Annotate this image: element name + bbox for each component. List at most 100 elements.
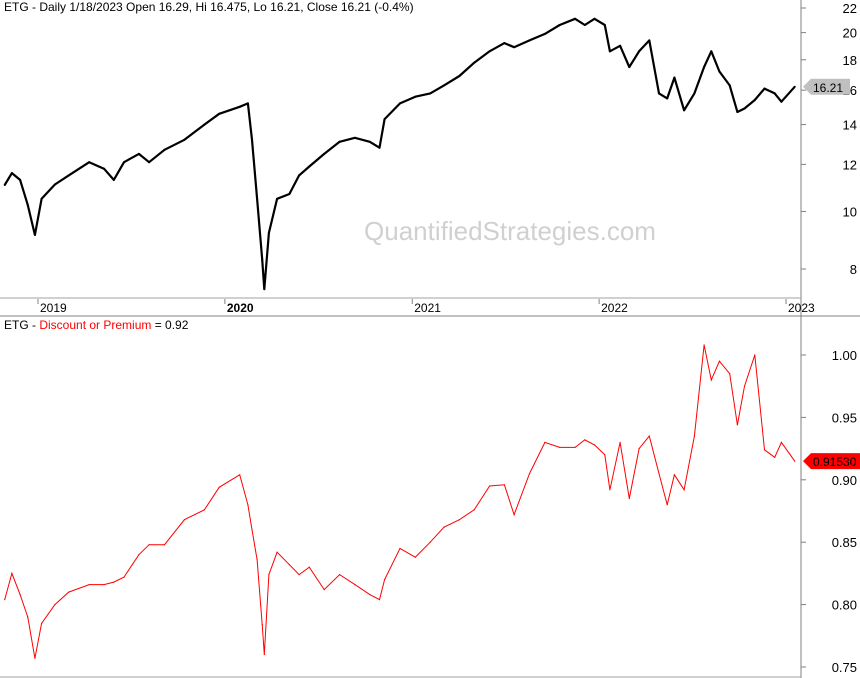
discount-point xyxy=(638,448,640,450)
discount-pane-header: ETG - Discount or Premium = 0.92 xyxy=(4,318,188,332)
discount-point xyxy=(399,547,401,550)
discount-point xyxy=(251,529,253,531)
discount-point xyxy=(718,360,721,362)
discount-point xyxy=(503,484,506,486)
discount-point xyxy=(473,509,475,511)
discount-point xyxy=(338,574,341,576)
x-tick-label: 2020 xyxy=(227,301,254,315)
price-point xyxy=(683,109,686,112)
price-point xyxy=(103,167,106,170)
watermark: QuantifiedStrategies.com xyxy=(364,216,656,246)
price-point xyxy=(288,192,291,195)
discount-point xyxy=(754,354,756,356)
price-point xyxy=(112,178,115,181)
ticker-prefix: ETG - xyxy=(4,318,40,332)
discount-point xyxy=(513,514,515,516)
y-tick-label: 0.75 xyxy=(832,660,857,675)
discount-point xyxy=(443,526,445,528)
price-point xyxy=(251,138,254,141)
discount-point xyxy=(609,489,611,491)
y-tick-label: 8 xyxy=(850,262,857,277)
price-point xyxy=(123,161,126,164)
discount-point xyxy=(710,379,712,381)
discount-point xyxy=(54,604,56,606)
discount-point xyxy=(378,599,381,601)
discount-point xyxy=(369,594,371,596)
price-point xyxy=(238,105,241,108)
discount-point xyxy=(27,616,29,618)
price-point xyxy=(773,92,776,95)
discount-point xyxy=(4,599,6,601)
discount-point xyxy=(256,559,258,561)
discount-point xyxy=(298,574,300,576)
price-point xyxy=(3,183,6,186)
discount-point xyxy=(794,460,796,462)
price-point xyxy=(513,46,516,49)
discount-point xyxy=(288,564,290,566)
price-point xyxy=(703,66,706,69)
x-tick-label: 2021 xyxy=(414,301,441,315)
price-point xyxy=(608,50,611,53)
x-tick-label: 2022 xyxy=(601,301,628,315)
discount-point xyxy=(584,439,586,441)
discount-y-axis: 0.75 0.80 0.85 0.90 0.95 1.00 xyxy=(801,348,857,675)
price-pane-header: ETG - Daily 1/18/2023 Open 16.29, Hi 16.… xyxy=(4,0,414,14)
discount-point xyxy=(384,579,386,581)
price-point xyxy=(183,138,186,141)
discount-point xyxy=(658,472,660,475)
discount-point xyxy=(247,504,249,506)
price-point xyxy=(33,233,36,236)
price-point xyxy=(648,39,651,42)
y-tick-label: 20 xyxy=(843,26,857,41)
discount-point xyxy=(544,441,546,443)
discount-point xyxy=(323,589,325,591)
price-point xyxy=(743,107,746,110)
price-point xyxy=(666,97,669,100)
discount-point xyxy=(183,519,186,521)
price-point xyxy=(148,161,151,164)
price-point xyxy=(10,172,13,175)
price-point xyxy=(488,50,491,53)
discount-point xyxy=(414,556,416,558)
y-tick-label: 10 xyxy=(843,204,857,219)
price-point xyxy=(338,140,341,143)
discount-line xyxy=(4,344,796,659)
discount-point xyxy=(203,509,205,511)
price-point xyxy=(473,61,476,64)
discount-point xyxy=(488,485,491,487)
price-point xyxy=(780,100,783,103)
discount-point xyxy=(163,544,166,546)
y-tick-label: 0.80 xyxy=(832,598,857,613)
price-point xyxy=(693,92,696,95)
price-point xyxy=(673,76,676,79)
discount-point xyxy=(703,344,705,346)
price-point xyxy=(67,174,70,177)
price-point xyxy=(353,136,356,139)
price-point xyxy=(323,152,326,155)
price-point xyxy=(528,39,531,42)
y-tick-label: 1.00 xyxy=(832,348,857,363)
discount-point xyxy=(34,657,36,659)
discount-point xyxy=(628,497,630,500)
price-point xyxy=(19,178,22,181)
discount-point xyxy=(780,441,782,443)
price-point xyxy=(574,17,577,20)
price-y-axis: 810121416182022 xyxy=(801,1,857,277)
discount-point xyxy=(429,541,431,543)
discount-point xyxy=(88,584,90,586)
price-point xyxy=(378,146,381,149)
discount-point xyxy=(619,441,621,443)
price-point xyxy=(558,23,561,26)
discount-point xyxy=(148,544,150,546)
discount-point xyxy=(19,594,21,596)
price-point xyxy=(26,204,29,207)
discount-point xyxy=(308,566,310,568)
price-point xyxy=(137,152,140,155)
discount-last-value-tag xyxy=(803,453,860,470)
price-point xyxy=(368,140,371,143)
price-point xyxy=(628,66,631,69)
discount-point xyxy=(559,446,561,448)
price-line xyxy=(3,17,796,291)
discount-point xyxy=(138,554,140,556)
